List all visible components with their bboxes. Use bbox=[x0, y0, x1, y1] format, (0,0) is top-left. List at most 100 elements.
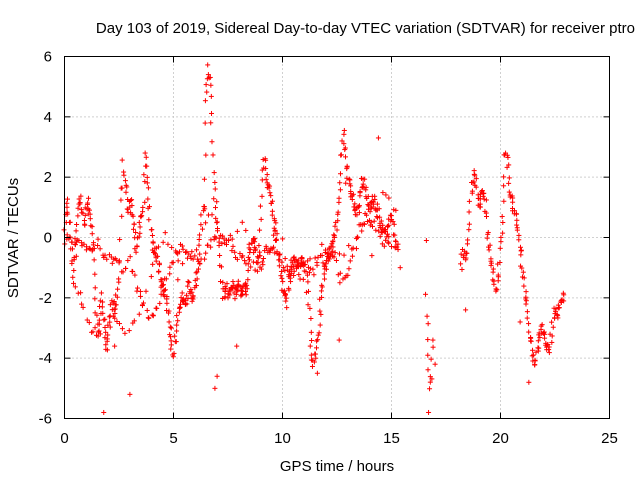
data-point bbox=[308, 316, 314, 322]
data-point bbox=[234, 288, 240, 294]
data-point bbox=[174, 328, 180, 334]
data-point bbox=[91, 245, 97, 251]
data-point bbox=[505, 154, 511, 160]
data-point bbox=[140, 300, 146, 306]
data-point bbox=[123, 189, 129, 195]
data-point bbox=[378, 218, 384, 224]
data-point bbox=[160, 239, 166, 245]
data-point bbox=[175, 258, 181, 264]
data-point bbox=[167, 271, 173, 277]
data-point bbox=[288, 270, 294, 276]
data-point bbox=[371, 218, 377, 224]
data-point bbox=[510, 199, 516, 205]
data-point bbox=[131, 318, 137, 324]
data-point bbox=[207, 74, 213, 80]
data-point bbox=[243, 280, 249, 286]
data-point bbox=[504, 152, 510, 158]
data-point bbox=[459, 266, 465, 272]
data-point bbox=[176, 305, 182, 311]
data-point bbox=[204, 89, 210, 95]
data-point bbox=[349, 246, 355, 252]
data-point bbox=[466, 198, 472, 204]
data-point bbox=[386, 222, 392, 228]
data-point bbox=[274, 231, 280, 237]
data-point bbox=[423, 238, 429, 244]
data-point bbox=[115, 286, 121, 292]
data-point bbox=[112, 306, 118, 312]
data-point bbox=[546, 344, 552, 350]
data-point bbox=[202, 98, 208, 104]
data-point bbox=[137, 224, 143, 230]
data-point bbox=[119, 157, 125, 163]
data-point bbox=[122, 178, 128, 184]
data-point bbox=[517, 319, 523, 325]
data-point bbox=[556, 305, 562, 311]
data-point bbox=[205, 62, 211, 68]
data-point bbox=[209, 212, 215, 218]
data-point bbox=[257, 253, 263, 259]
data-point bbox=[336, 251, 342, 257]
data-point bbox=[190, 294, 196, 300]
data-point bbox=[347, 181, 353, 187]
data-point bbox=[234, 228, 240, 234]
data-point bbox=[224, 281, 230, 287]
data-point bbox=[262, 156, 268, 162]
data-point bbox=[500, 219, 506, 225]
data-point bbox=[242, 289, 248, 295]
data-point bbox=[332, 223, 338, 229]
data-point bbox=[427, 379, 433, 385]
data-point bbox=[158, 291, 164, 297]
data-point bbox=[67, 219, 73, 225]
data-point bbox=[194, 247, 200, 253]
data-point bbox=[109, 260, 115, 266]
data-point bbox=[119, 326, 125, 332]
data-point bbox=[336, 195, 342, 201]
data-point bbox=[430, 344, 436, 350]
data-point bbox=[156, 244, 162, 250]
data-point bbox=[214, 219, 220, 225]
data-point bbox=[481, 196, 487, 202]
data-point bbox=[209, 110, 215, 116]
data-point bbox=[344, 175, 350, 181]
data-point bbox=[302, 262, 308, 268]
data-point bbox=[132, 272, 138, 278]
x-tick-label: 0 bbox=[60, 430, 68, 447]
data-point bbox=[112, 302, 118, 308]
data-point bbox=[142, 199, 148, 205]
data-point bbox=[521, 275, 527, 281]
data-point bbox=[337, 171, 343, 177]
data-point bbox=[284, 263, 290, 269]
data-point bbox=[65, 211, 71, 217]
data-point bbox=[506, 162, 512, 168]
y-tick-label: -6 bbox=[39, 411, 52, 428]
data-point bbox=[486, 247, 492, 253]
data-point bbox=[201, 176, 207, 182]
data-point bbox=[211, 170, 217, 176]
data-point bbox=[546, 350, 552, 356]
data-point bbox=[202, 256, 208, 262]
data-point bbox=[94, 312, 100, 318]
data-point bbox=[283, 298, 289, 304]
data-point bbox=[157, 300, 163, 306]
data-point bbox=[291, 273, 297, 279]
data-point bbox=[239, 285, 245, 291]
data-point bbox=[220, 279, 226, 285]
data-point bbox=[245, 261, 251, 267]
y-tick-label: -4 bbox=[39, 350, 52, 367]
x-tick-label: 20 bbox=[492, 430, 509, 447]
data-point bbox=[259, 259, 265, 265]
data-point bbox=[148, 274, 154, 280]
data-point bbox=[309, 363, 315, 369]
data-point bbox=[240, 253, 246, 259]
data-point bbox=[264, 180, 270, 186]
data-point bbox=[310, 266, 316, 272]
x-tick-label: 25 bbox=[601, 430, 618, 447]
y-axis-label: SDTVAR / TECUs bbox=[5, 178, 22, 298]
data-point bbox=[131, 221, 137, 227]
data-point bbox=[127, 254, 133, 260]
data-point bbox=[305, 279, 311, 285]
data-point bbox=[74, 221, 80, 227]
data-point bbox=[252, 267, 258, 273]
data-point bbox=[112, 310, 118, 316]
data-point bbox=[392, 232, 398, 238]
